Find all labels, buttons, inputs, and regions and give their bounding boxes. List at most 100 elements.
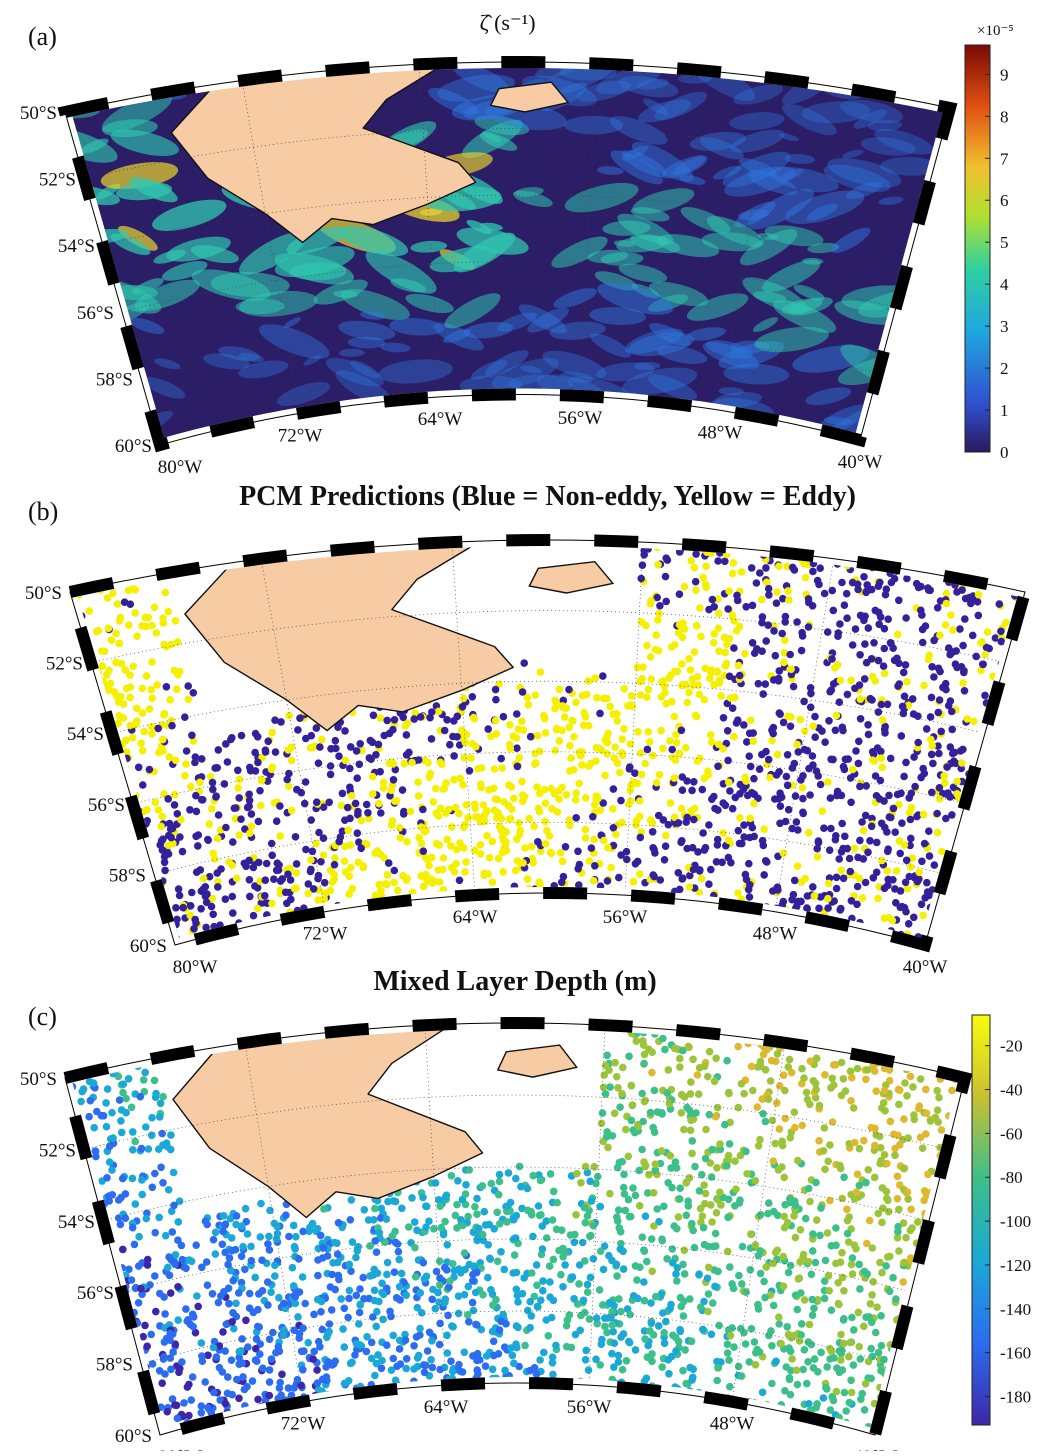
float-point <box>829 587 837 595</box>
float-point <box>407 808 415 816</box>
float-point <box>176 833 184 841</box>
float-point <box>633 1037 641 1045</box>
float-point <box>770 1208 778 1216</box>
float-point <box>410 1342 418 1350</box>
float-point <box>632 1192 640 1200</box>
float-point <box>374 1351 382 1359</box>
float-point <box>887 1118 895 1126</box>
float-point <box>881 645 889 653</box>
colorbar <box>972 1015 990 1425</box>
float-point <box>85 607 93 615</box>
float-point <box>572 789 580 797</box>
float-point <box>887 814 895 822</box>
float-point <box>293 786 301 794</box>
float-point <box>763 858 771 866</box>
float-point <box>137 1093 145 1101</box>
float-point <box>677 1303 685 1311</box>
float-point <box>204 836 212 844</box>
float-point <box>919 639 927 647</box>
float-point <box>837 677 845 685</box>
float-point <box>715 1364 723 1372</box>
float-point <box>561 1261 569 1269</box>
float-point <box>352 800 360 808</box>
float-point <box>551 705 559 713</box>
float-point <box>203 1258 211 1266</box>
float-point <box>379 1316 387 1324</box>
float-point <box>981 651 989 659</box>
float-point <box>793 818 801 826</box>
float-point <box>701 696 709 704</box>
float-point <box>432 785 440 793</box>
float-point <box>611 1059 619 1067</box>
float-point <box>614 717 622 725</box>
float-point <box>724 1349 732 1357</box>
float-point <box>697 1303 705 1311</box>
float-point <box>911 783 919 791</box>
float-point <box>900 773 908 781</box>
float-point <box>638 1090 646 1098</box>
float-point <box>246 893 254 901</box>
float-point <box>875 582 883 590</box>
panel-title: PCM Predictions (Blue = Non-eddy, Yellow… <box>239 481 856 512</box>
float-point <box>461 1349 469 1357</box>
float-point <box>510 1360 518 1368</box>
float-point <box>881 1151 889 1159</box>
float-point <box>876 1160 884 1168</box>
lat-label: 54°S <box>58 236 95 257</box>
float-point <box>294 726 302 734</box>
float-point <box>676 1055 684 1063</box>
float-point <box>349 885 357 893</box>
float-point <box>551 696 559 704</box>
float-point <box>466 767 474 775</box>
float-point <box>104 1085 112 1093</box>
float-point <box>858 1390 866 1398</box>
float-point <box>398 1270 406 1278</box>
float-point <box>429 798 437 806</box>
float-point <box>705 1290 713 1298</box>
float-point <box>295 1334 303 1342</box>
float-point <box>177 816 185 824</box>
float-point <box>341 1343 349 1351</box>
float-point <box>198 1409 206 1417</box>
panel-label: (b) <box>28 497 58 526</box>
float-point <box>166 696 174 704</box>
float-point <box>795 748 803 756</box>
float-point <box>765 756 773 764</box>
float-point <box>895 1101 903 1109</box>
lon-label: 40°W <box>853 1447 898 1451</box>
lat-label: 56°S <box>77 1283 114 1304</box>
lon-label: 80°W <box>158 457 203 478</box>
float-point <box>469 1271 477 1279</box>
colorbar-tick-label: -140 <box>1000 1300 1031 1319</box>
float-point <box>791 566 799 574</box>
float-point <box>858 818 866 826</box>
float-point <box>492 717 500 725</box>
float-point <box>335 1276 343 1284</box>
float-point <box>757 1063 765 1071</box>
float-point <box>506 721 514 729</box>
float-point <box>821 1166 829 1174</box>
float-point <box>777 1340 785 1348</box>
float-point <box>776 709 784 717</box>
float-point <box>428 1337 436 1345</box>
float-point <box>519 859 527 867</box>
float-point <box>628 1082 636 1090</box>
float-point <box>186 806 194 814</box>
float-point <box>513 710 521 718</box>
float-point <box>432 1305 440 1313</box>
float-point <box>209 850 217 858</box>
float-point <box>710 639 718 647</box>
float-point <box>897 887 905 895</box>
float-point <box>816 564 824 572</box>
float-point <box>452 804 460 812</box>
float-point <box>610 785 618 793</box>
float-point <box>655 1322 663 1330</box>
float-point <box>883 585 891 593</box>
float-point <box>762 1118 770 1126</box>
float-point <box>636 1263 644 1271</box>
float-point <box>837 1356 845 1364</box>
float-point <box>752 1361 760 1369</box>
float-point <box>566 742 574 750</box>
float-point <box>623 848 631 856</box>
float-point <box>656 602 664 610</box>
